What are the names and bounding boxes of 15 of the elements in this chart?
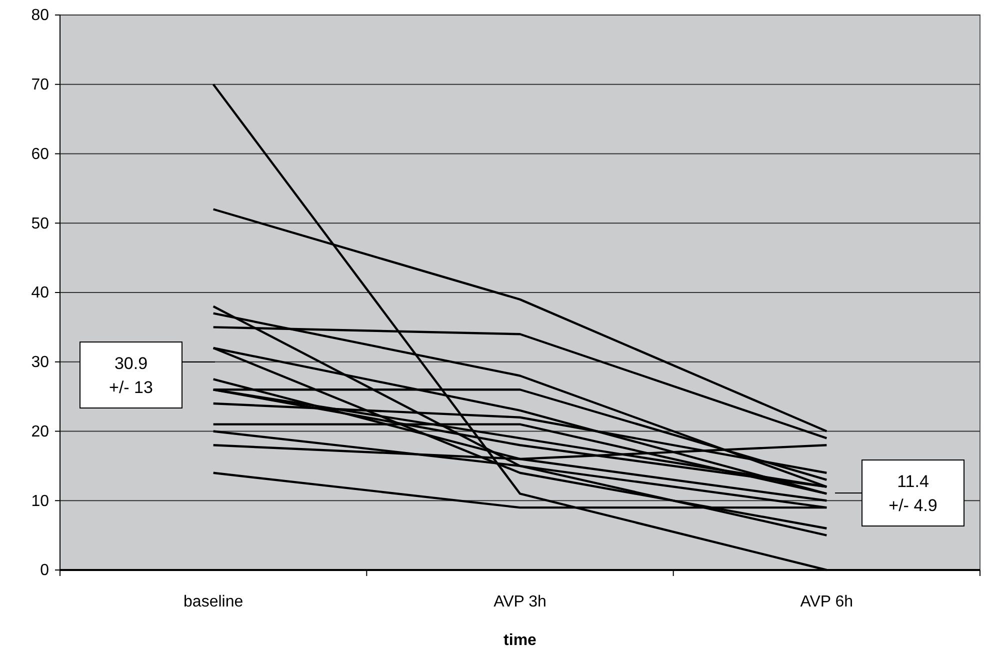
y-tick-label: 70 xyxy=(31,76,50,94)
y-tick-label: 10 xyxy=(31,492,50,510)
y-tick-label: 20 xyxy=(31,423,50,440)
y-tick-label: 60 xyxy=(31,146,50,163)
x-tick-label: AVP 3h xyxy=(494,593,546,610)
x-tick-label: AVP 6h xyxy=(800,593,854,610)
annotation: 30.9 +/- 13 xyxy=(109,354,153,397)
y-tick-label: 50 xyxy=(31,215,50,232)
y-tick-label: 80 xyxy=(31,7,50,24)
x-tick-label: baseline xyxy=(184,593,244,610)
annotation: 11.4 +/- 4.9 xyxy=(888,472,938,515)
y-tick-label: 30 xyxy=(31,354,50,371)
y-tick-label: 0 xyxy=(40,562,50,580)
y-tick-label: 40 xyxy=(31,284,50,302)
x-axis-title: time xyxy=(504,632,537,649)
